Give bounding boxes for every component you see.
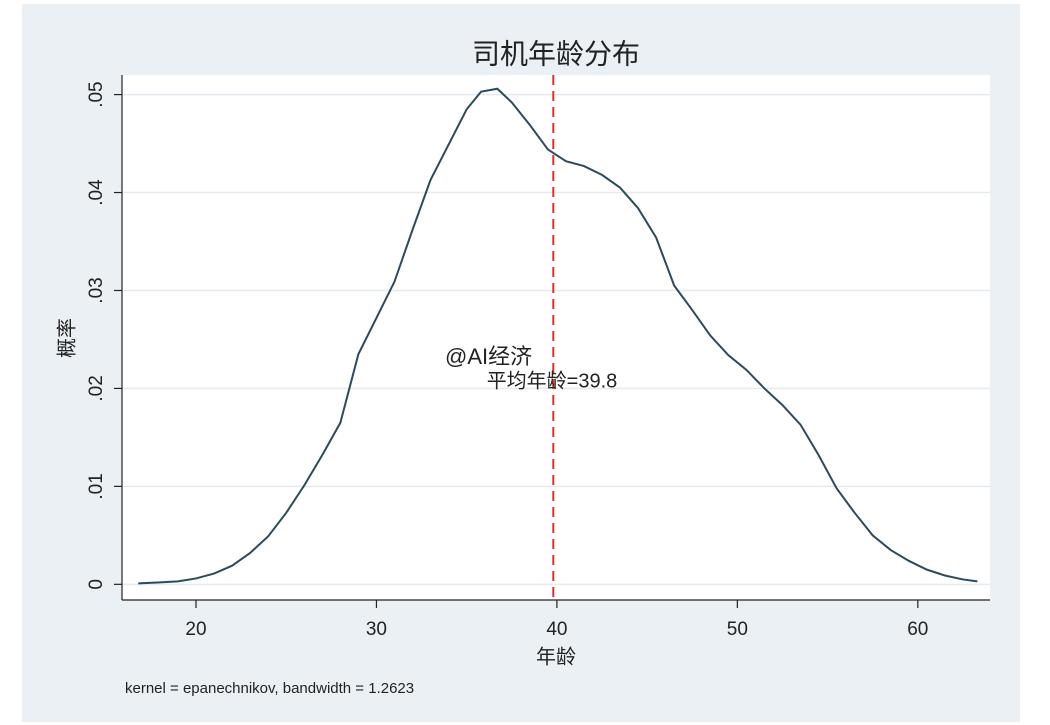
mean-label: 平均年龄=39.8 <box>487 369 618 392</box>
chart-title: 司机年龄分布 <box>472 38 640 69</box>
density-line <box>138 87 978 585</box>
plot-area <box>122 75 990 600</box>
note: kernel = epanechnikov, bandwidth = 1.262… <box>125 680 414 697</box>
x-tick-label: 30 <box>366 619 387 640</box>
x-tick-label: 20 <box>185 619 206 640</box>
watermark: @AI经济 <box>445 344 532 369</box>
y-tick-label: .04 <box>86 179 107 206</box>
y-tick-label: 0 <box>86 579 107 590</box>
x-tick-label: 60 <box>907 619 928 640</box>
y-axis-label: 概率 <box>55 318 78 358</box>
y-tick-label: .05 <box>86 81 107 107</box>
y-tick-label: .03 <box>86 277 107 303</box>
x-tick-label: 40 <box>546 619 567 640</box>
x-axis-label: 年龄 <box>536 645 576 668</box>
y-tick-label: .01 <box>86 473 107 499</box>
x-tick-label: 50 <box>727 619 748 640</box>
y-tick-label: .02 <box>86 375 107 401</box>
